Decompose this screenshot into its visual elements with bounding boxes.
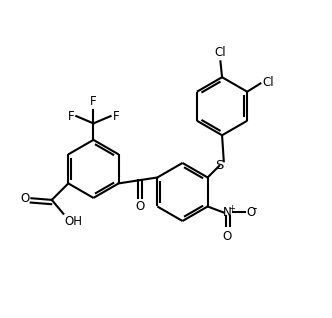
Text: F: F <box>113 110 119 123</box>
Text: O: O <box>223 230 232 243</box>
Text: S: S <box>215 159 224 172</box>
Text: Cl: Cl <box>214 46 226 59</box>
Text: +: + <box>228 204 235 213</box>
Text: O: O <box>21 192 30 205</box>
Text: Cl: Cl <box>262 76 274 89</box>
Text: O: O <box>246 206 255 219</box>
Text: O: O <box>135 200 144 213</box>
Text: F: F <box>68 110 74 123</box>
Text: OH: OH <box>65 215 83 228</box>
Text: N: N <box>223 206 232 219</box>
Text: F: F <box>90 94 97 107</box>
Text: -: - <box>253 202 257 215</box>
